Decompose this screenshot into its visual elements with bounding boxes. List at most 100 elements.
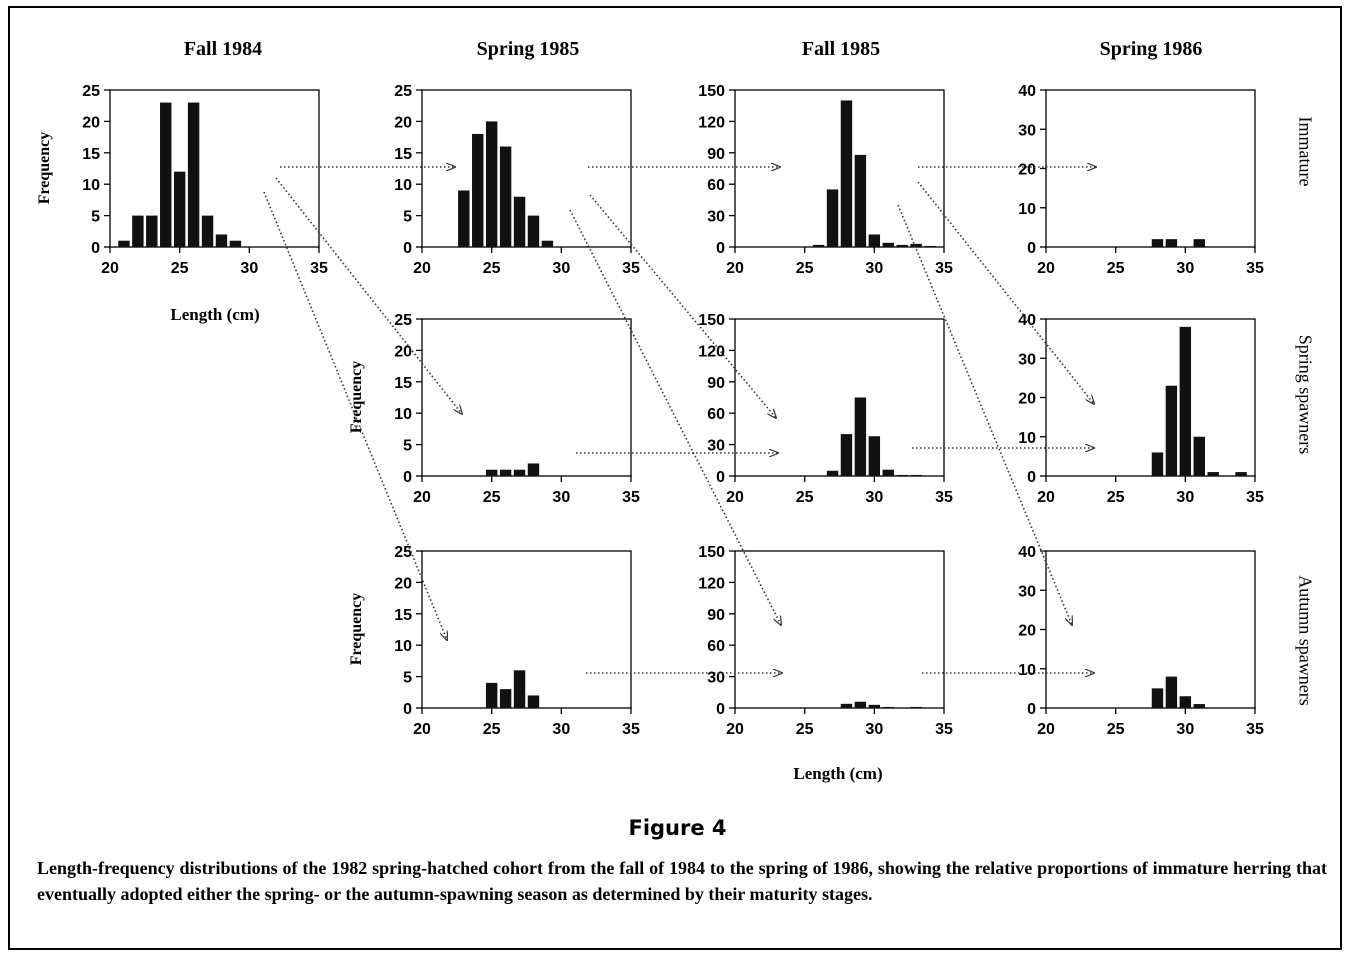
bar (173, 171, 186, 247)
panel-spring1986-autumn: 0 10 20 30 40 20 25 30 35 (1018, 544, 1264, 738)
bar (1235, 472, 1247, 476)
bar (485, 121, 498, 247)
panel-spring1985-spring: 0 5 10 15 20 25 20 25 30 35 (394, 312, 640, 506)
y-tick-label: 10 (394, 638, 412, 655)
plot-frame (1045, 550, 1256, 709)
y-tick-label: 20 (1018, 162, 1036, 179)
x-tick-label: 20 (726, 489, 744, 506)
bar (910, 474, 922, 476)
bar (1179, 326, 1192, 476)
panel-fall1985-autumn: 0 30 60 90 120 150 20 25 30 35 (698, 544, 953, 738)
x-tick-label: 20 (413, 260, 431, 277)
y-tick-label: 40 (1018, 83, 1036, 100)
plot-frame (421, 550, 632, 709)
bar (1165, 239, 1178, 247)
bar (1151, 688, 1164, 708)
y-tick-label: 10 (1018, 201, 1036, 218)
figure-caption: Length-frequency distributions of the 19… (37, 858, 1327, 904)
transition-arrow (917, 181, 1094, 404)
x-tick-label: 35 (935, 721, 953, 738)
x-tick-label: 35 (1246, 489, 1264, 506)
y-tick-label: 5 (403, 670, 412, 687)
y-tick-label: 120 (698, 343, 725, 360)
x-tick-label: 35 (1246, 260, 1264, 277)
y-tick-label: 120 (698, 114, 725, 131)
x-tick-label: 35 (935, 489, 953, 506)
panel-fall1985-immature: 0 30 60 90 120 150 20 25 30 35 (698, 83, 953, 277)
bar (527, 463, 540, 476)
x-tick-label: 25 (483, 489, 501, 506)
x-tick-label: 30 (552, 721, 570, 738)
y-tick-label: 5 (403, 438, 412, 455)
bar (485, 682, 498, 708)
bar (1179, 696, 1192, 708)
y-tick-label: 25 (394, 83, 412, 100)
transition-arrow (569, 209, 781, 625)
figure-title: Figure 4 (628, 816, 727, 840)
x-tick-label: 30 (1176, 489, 1194, 506)
bar (854, 397, 867, 476)
bar (910, 243, 922, 247)
bar (1193, 239, 1205, 247)
x-tick-label: 25 (1107, 721, 1125, 738)
y-tick-label: 150 (698, 83, 725, 100)
bar (896, 244, 908, 247)
x-tick-label: 30 (552, 260, 570, 277)
plot-frame (421, 318, 632, 477)
bar (826, 470, 839, 476)
y-tick-label: 40 (1018, 544, 1036, 561)
y-tick-label: 20 (82, 114, 100, 131)
x-tick-label: 25 (483, 721, 501, 738)
bar (527, 695, 540, 708)
bar (896, 474, 908, 476)
plot-frame (421, 89, 632, 248)
bar (527, 215, 540, 247)
bar (513, 469, 526, 476)
bar (187, 102, 200, 247)
x-tick-label: 30 (865, 260, 883, 277)
bar (868, 436, 881, 476)
x-tick-label: 20 (726, 260, 744, 277)
x-tick-label: 25 (483, 260, 501, 277)
x-tick-label: 30 (240, 260, 258, 277)
bar (201, 215, 214, 247)
y-tick-label: 15 (394, 607, 412, 624)
x-axis-title-fall-1984: Length (cm) (170, 305, 260, 324)
bar (882, 469, 894, 476)
bar (854, 701, 867, 708)
bar (868, 234, 881, 247)
x-tick-label: 20 (1037, 721, 1055, 738)
y-tick-label: 0 (1027, 240, 1036, 257)
x-tick-label: 30 (865, 489, 883, 506)
bar (118, 240, 130, 247)
bar (882, 242, 894, 247)
y-tick-label: 15 (394, 146, 412, 163)
y-tick-label: 10 (1018, 662, 1036, 679)
bar (146, 215, 158, 247)
panel-spring1985-immature: 0 5 10 15 20 25 20 25 30 35 (394, 83, 640, 277)
plot-frame (734, 89, 945, 248)
bar (840, 434, 853, 476)
bar (513, 670, 526, 708)
panel-fall1984-immature: 0 5 10 15 20 25 20 25 30 35 (82, 83, 328, 277)
bar (485, 469, 498, 476)
bar (472, 133, 484, 247)
y-tick-label: 15 (82, 146, 100, 163)
transition-arrow (263, 191, 447, 640)
bar (132, 215, 144, 247)
y-tick-label: 20 (394, 114, 412, 131)
bar (1151, 239, 1164, 247)
plot-frame (734, 550, 945, 709)
bar (229, 240, 242, 247)
x-tick-label: 30 (1176, 260, 1194, 277)
y-tick-label: 60 (707, 177, 725, 194)
y-tick-label: 30 (707, 438, 725, 455)
y-tick-label: 25 (394, 312, 412, 329)
y-tick-label: 25 (82, 83, 100, 100)
bar (910, 706, 922, 708)
x-tick-label: 20 (1037, 489, 1055, 506)
figure-frame (8, 6, 1342, 950)
y-tick-label: 20 (1018, 623, 1036, 640)
